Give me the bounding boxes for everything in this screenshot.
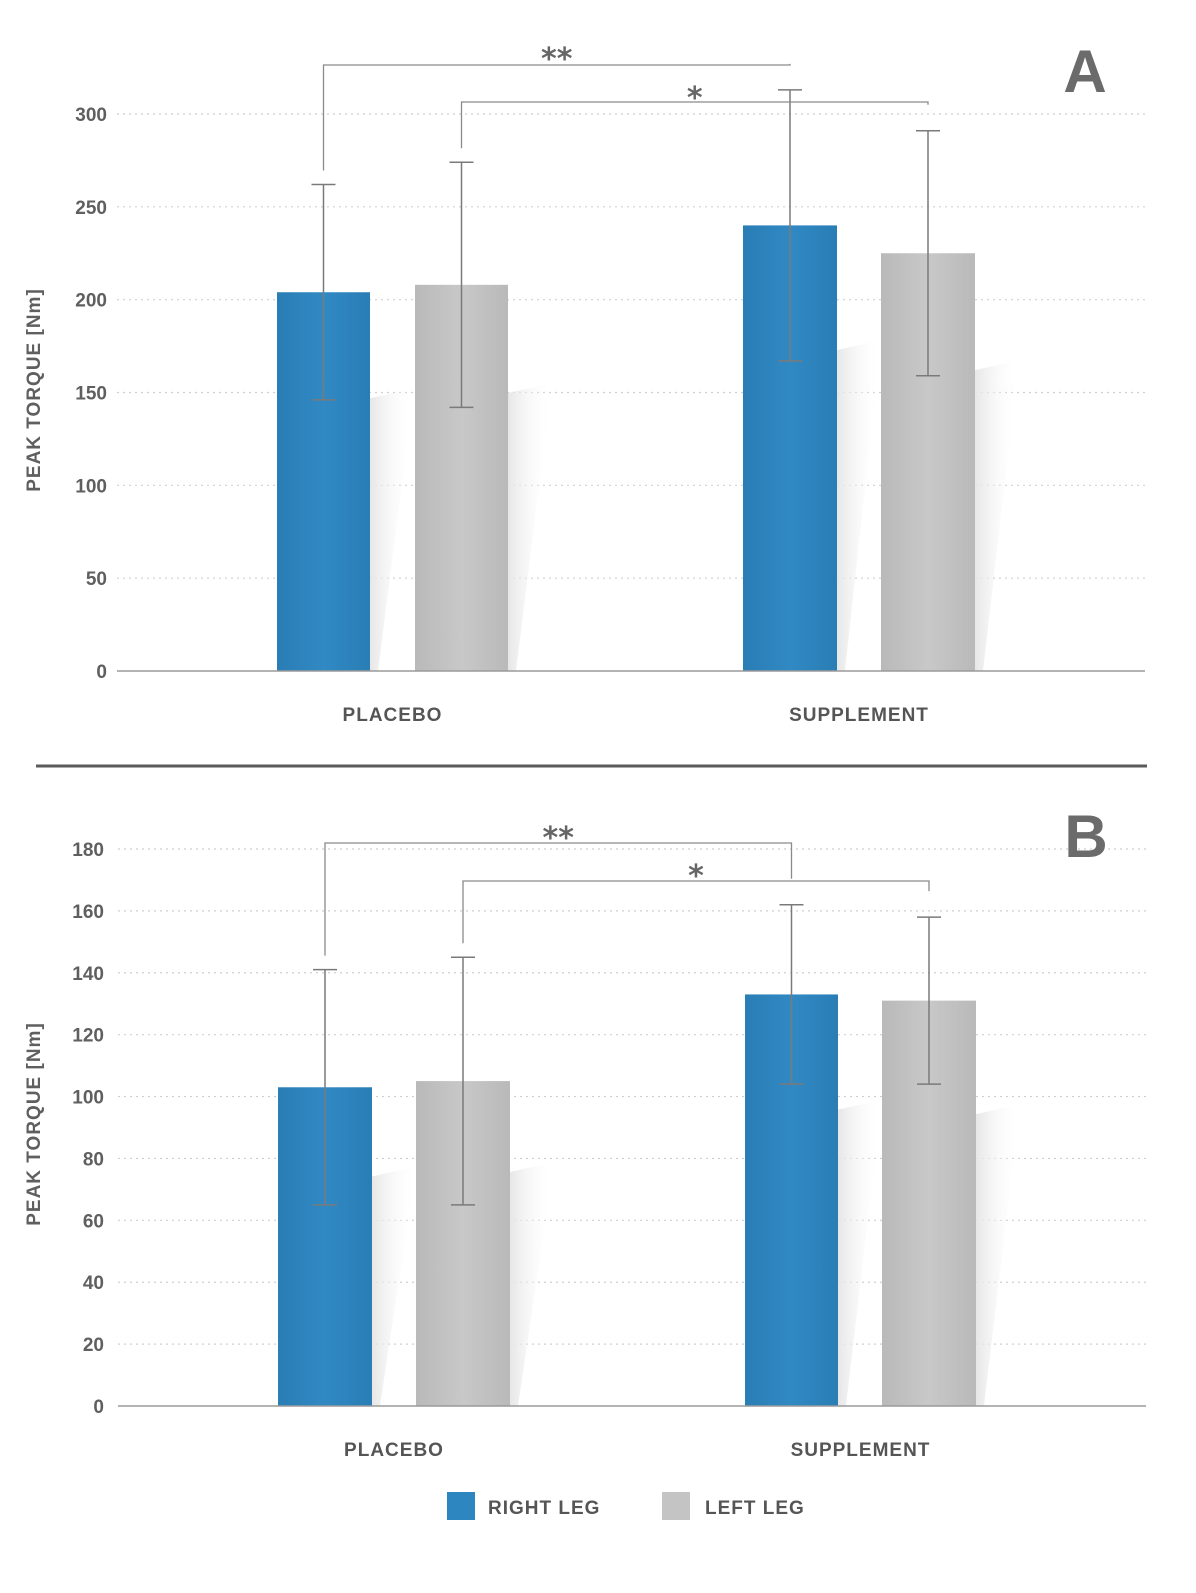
y-tick-label: 160 [72, 902, 104, 923]
significance-bracket [460, 101, 929, 149]
y-tick-label: 200 [75, 291, 107, 312]
bar-shadow [370, 388, 414, 671]
legend-swatch-right-leg [447, 1492, 475, 1520]
y-axis-label: PEAK TORQUE [Nm] [24, 1022, 45, 1226]
bar-shadow [976, 1104, 1020, 1406]
y-tick-label: 250 [75, 198, 107, 219]
bar-shadow [975, 360, 1019, 671]
x-category-label: SUPPLEMENT [791, 1440, 931, 1461]
legend-label-right-leg: RIGHT LEG [488, 1498, 600, 1519]
y-tick-label: 20 [83, 1335, 104, 1356]
panel-label: B [1064, 803, 1107, 870]
x-category-label: SUPPLEMENT [789, 705, 929, 726]
y-tick-label: 0 [96, 662, 107, 683]
significance-marker: ** [541, 42, 573, 77]
y-tick-label: 40 [83, 1273, 104, 1294]
bar-shadow [510, 1162, 554, 1406]
y-tick-label: 50 [86, 569, 107, 590]
significance-bracket [322, 63, 791, 171]
bar-shadow [837, 340, 881, 671]
panel-a: 0 50 100 150 200 250 300 PEAK TORQUE [Nm] A PLACE… [24, 38, 1147, 726]
y-tick-label: 180 [72, 840, 104, 861]
x-category-label: PLACEBO [344, 1440, 444, 1461]
bar-shadow [508, 382, 552, 671]
y-tick-label: 0 [93, 1397, 104, 1418]
y-tick-label: 60 [83, 1211, 104, 1232]
significance-marker: ** [543, 821, 575, 856]
x-category-label: PLACEBO [343, 705, 443, 726]
legend: RIGHT LEG LEFT LEG [447, 1492, 805, 1520]
bar-shadow [838, 1099, 882, 1406]
significance-bracket [462, 880, 930, 944]
legend-swatch-left-leg [662, 1492, 690, 1520]
y-tick-label: 80 [83, 1149, 104, 1170]
significance-marker: * [687, 81, 703, 116]
y-tick-label: 100 [75, 476, 107, 497]
significance-marker: * [688, 859, 704, 894]
y-tick-label: 150 [75, 384, 107, 405]
legend-label-left-leg: LEFT LEG [705, 1498, 805, 1519]
y-axis-label: PEAK TORQUE [Nm] [24, 288, 45, 492]
y-tick-label: 120 [72, 1026, 104, 1047]
y-tick-label: 100 [72, 1088, 104, 1109]
y-tick-label: 140 [72, 964, 104, 985]
panel-label: A [1063, 38, 1106, 105]
panel-b: 0 20 40 60 80 100 120 140 160 180 PEAK TORQUE [Nm]… [24, 803, 1147, 1461]
y-tick-label: 300 [75, 105, 107, 126]
significance-bracket [324, 842, 793, 956]
bar-shadow [372, 1166, 416, 1406]
